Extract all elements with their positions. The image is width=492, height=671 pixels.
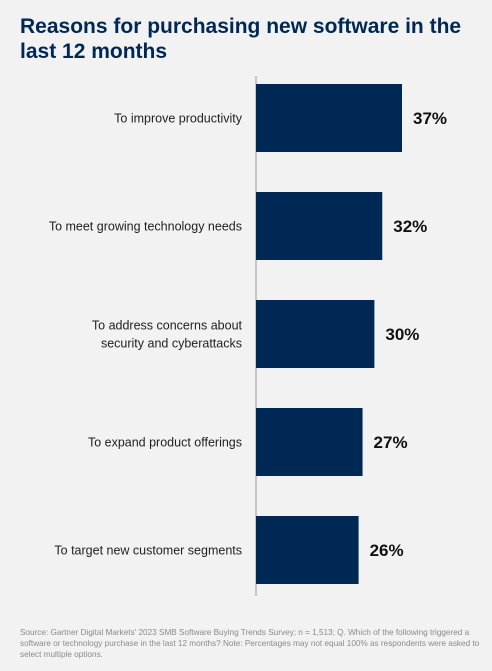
category-label-line: security and cyberattacks bbox=[101, 337, 242, 351]
source-note: Source: Gartner Digital Markets' 2023 SM… bbox=[20, 628, 480, 659]
bar bbox=[256, 408, 363, 476]
category-label: To improve productivity bbox=[114, 112, 243, 126]
category-label-line: To expand product offerings bbox=[88, 436, 242, 450]
bar bbox=[256, 84, 402, 152]
category-label: To meet growing technology needs bbox=[49, 220, 242, 234]
category-label: To target new customer segments bbox=[54, 544, 242, 558]
bar bbox=[256, 192, 383, 260]
bar-value-label: 26% bbox=[370, 541, 404, 560]
bar-value-label: 30% bbox=[385, 325, 419, 344]
bar bbox=[256, 516, 359, 584]
category-label-line: To meet growing technology needs bbox=[49, 220, 242, 234]
category-label-line: To target new customer segments bbox=[54, 544, 242, 558]
bar-value-label: 32% bbox=[393, 217, 427, 236]
category-label: To address concerns about security and cy… bbox=[92, 319, 243, 351]
category-label-line: To improve productivity bbox=[114, 112, 243, 126]
bar bbox=[256, 300, 375, 368]
bar-value-label: 27% bbox=[374, 433, 408, 452]
chart-title: Reasons for purchasing new software in t… bbox=[20, 15, 462, 63]
category-label: To expand product offerings bbox=[88, 436, 242, 450]
bar-value-label: 37% bbox=[413, 109, 447, 128]
category-label-line: To address concerns about bbox=[92, 319, 243, 333]
